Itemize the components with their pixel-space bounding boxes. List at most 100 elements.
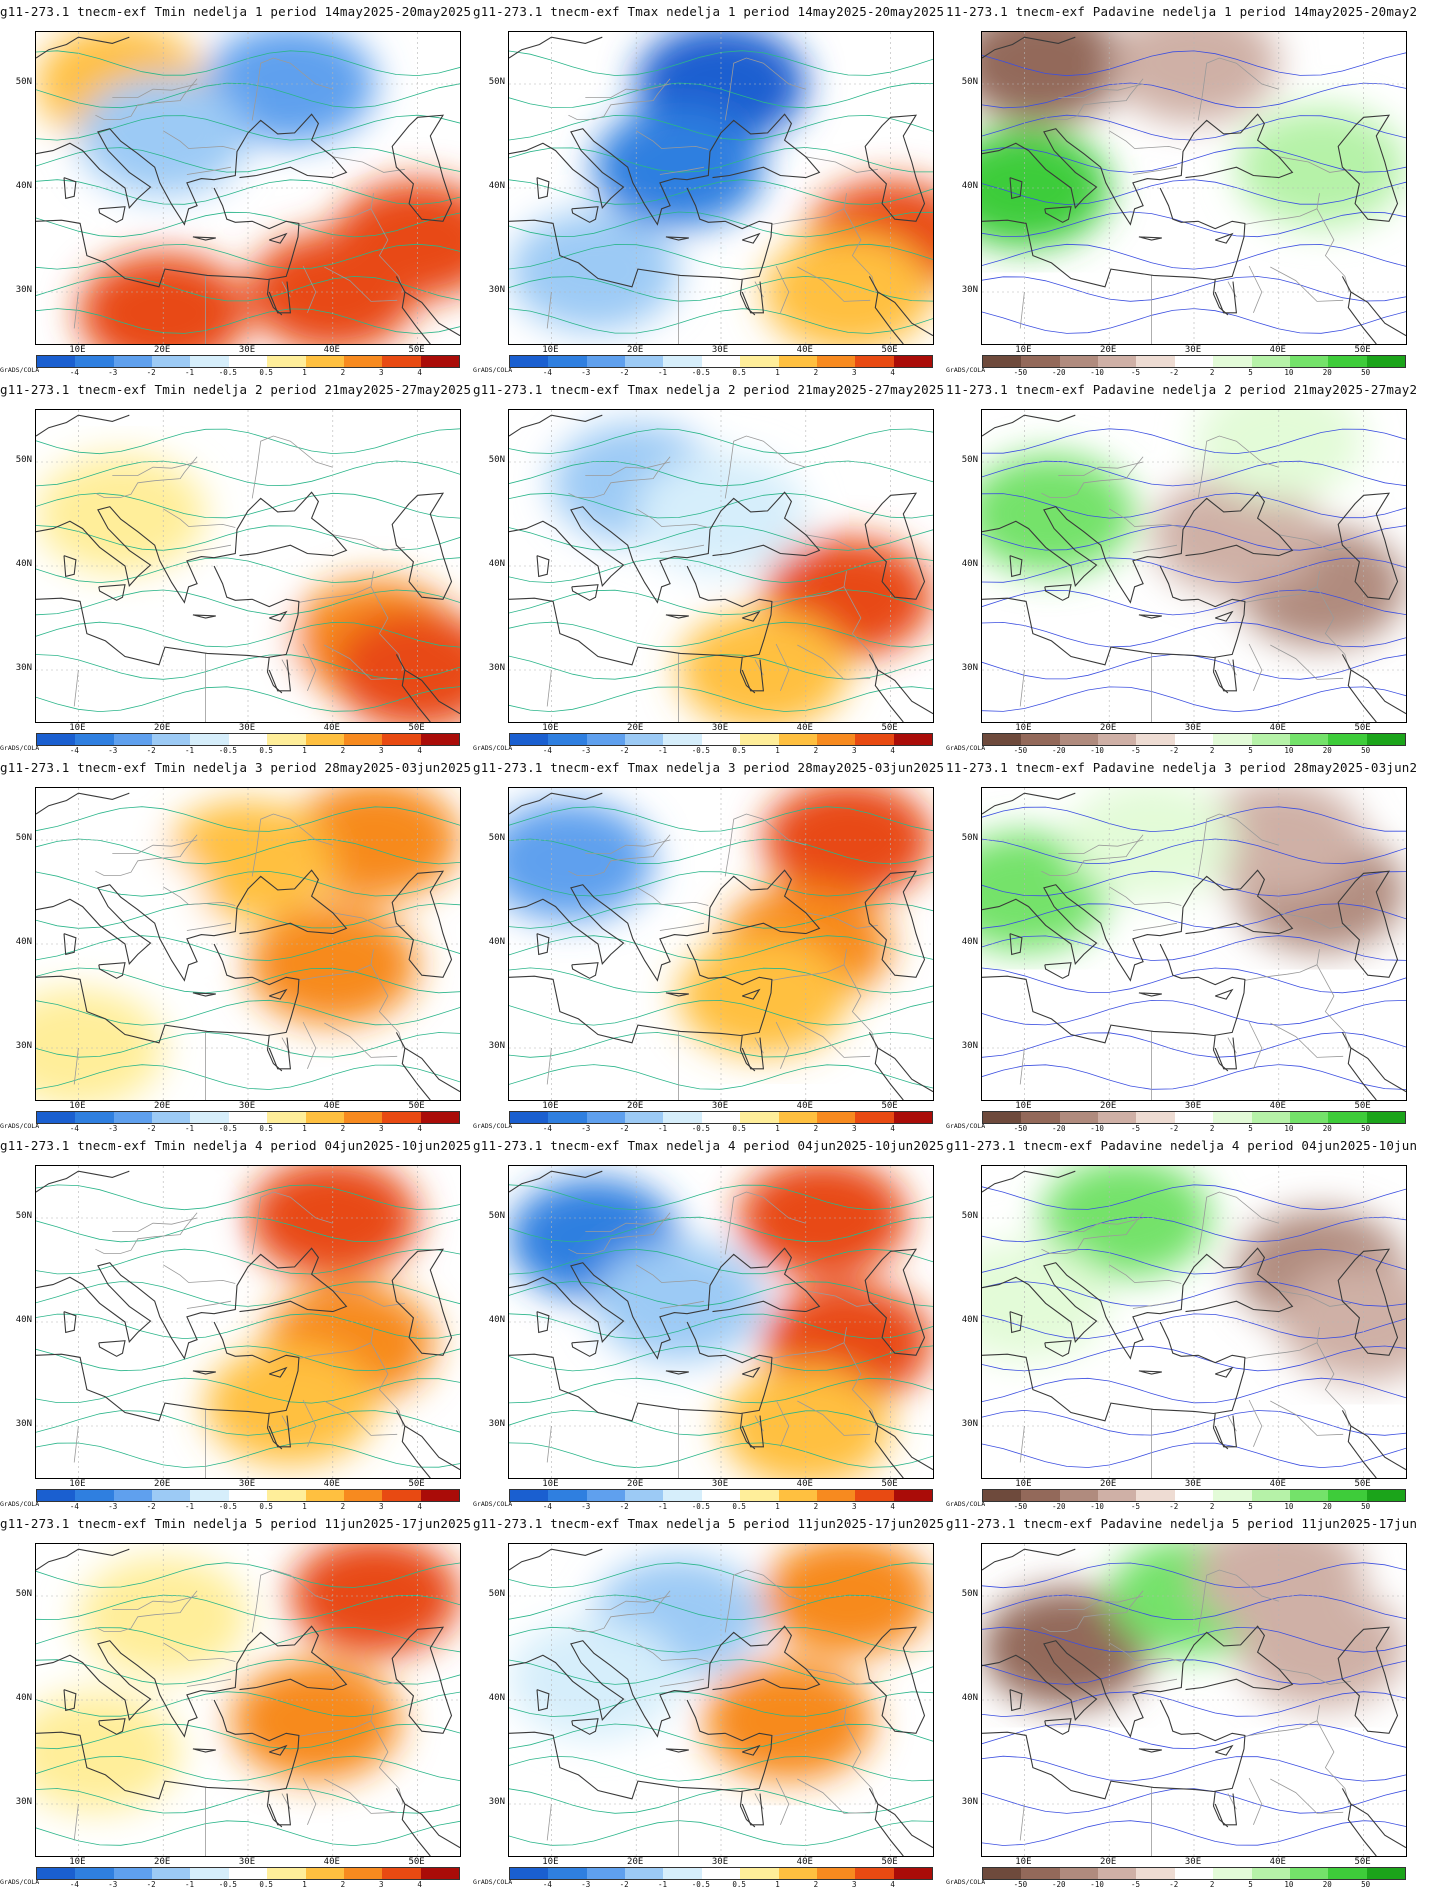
border-line (281, 1415, 291, 1432)
border-line (281, 659, 291, 676)
colorbar-swatch (586, 734, 626, 745)
border-line (1197, 57, 1279, 121)
contour-line (509, 589, 933, 616)
coastline (391, 1626, 453, 1734)
lon-label: 10E (1015, 1479, 1032, 1489)
coastline (665, 1748, 689, 1753)
map-panel-9: 11-273.1 tnecm-exf Padavine nedelja 3 pe… (946, 760, 1416, 1138)
border-line (805, 1290, 878, 1307)
border-line (724, 57, 806, 121)
colorbar-swatch (305, 1112, 344, 1123)
border-line (1244, 571, 1320, 603)
border-line (843, 1342, 877, 1427)
colorbar-label: -3 (108, 1502, 118, 1511)
lon-label: 40E (796, 723, 813, 733)
coastline (1337, 1248, 1399, 1356)
grads-credit: GrADS/COLA (0, 366, 40, 374)
border-line (1316, 1342, 1350, 1427)
map-frame (981, 787, 1407, 1101)
border-line (1270, 1022, 1344, 1058)
border-line (302, 1777, 317, 1825)
anomaly-blob (36, 842, 206, 963)
coastline (269, 1744, 288, 1756)
anomaly-blob (763, 788, 933, 900)
colorbar-label: -4 (542, 1880, 552, 1889)
colorbar-swatch (663, 1868, 702, 1879)
coastline (1337, 870, 1399, 978)
lon-label: 40E (796, 1101, 813, 1111)
colorbar-swatch (1021, 1490, 1060, 1501)
grads-credit: GrADS/COLA (946, 1878, 986, 1886)
map-panel-8: g11-273.1 tnecm-exf Tmax nedelja 3 perio… (473, 760, 943, 1138)
colorbar-label: 2 (340, 368, 346, 377)
contour-line (509, 1031, 933, 1058)
lon-label: 10E (69, 723, 86, 733)
colorbar-swatch (305, 734, 344, 745)
colorbar-label: -50 (1013, 1880, 1028, 1889)
contour-line (982, 935, 1406, 961)
colorbar-label: -5 (1130, 368, 1140, 377)
coastline (36, 1548, 130, 1571)
coastline (868, 1788, 879, 1805)
border-line (324, 266, 398, 302)
coastline (1138, 236, 1162, 241)
coastline (395, 654, 406, 671)
colorbar-swatch (190, 1112, 229, 1123)
contour-line (509, 1691, 933, 1717)
colorbar-label: 0.5 (259, 1124, 273, 1133)
colorbar (509, 733, 933, 746)
colorbar-swatch (778, 1112, 817, 1123)
grads-credit: GrADS/COLA (473, 1500, 513, 1508)
lon-label: 10E (542, 345, 559, 355)
colorbar-label: -5 (1130, 1502, 1140, 1511)
coastline (665, 1370, 689, 1375)
colorbar-label: 2 (340, 1502, 346, 1511)
border-line (775, 643, 790, 691)
border-line (754, 1037, 764, 1054)
colorbar-swatch (267, 734, 306, 745)
coastline (868, 1410, 879, 1427)
contour-line (509, 179, 933, 205)
colorbar (982, 1489, 1406, 1502)
coastline (864, 1248, 926, 1356)
coastline (571, 1340, 599, 1357)
colorbar-swatch (75, 1868, 114, 1879)
border-line (1248, 1777, 1263, 1825)
coastline (536, 177, 550, 200)
coastline (742, 232, 761, 244)
coastline (1138, 1748, 1162, 1753)
panel-title: g11-273.1 tnecm-exf Tmin nedelja 2 perio… (0, 382, 470, 397)
coastline (1341, 276, 1352, 293)
colorbar-swatch (113, 1868, 153, 1879)
lat-label: 40N (15, 559, 32, 569)
border-line (370, 586, 404, 671)
colorbar-label: 5 (1248, 1880, 1253, 1889)
coastline (1215, 1366, 1234, 1378)
lat-label: 50N (15, 1211, 32, 1221)
colorbar-swatch (1213, 1868, 1252, 1879)
colorbar (509, 1111, 933, 1124)
coastline (36, 414, 130, 437)
anomaly-map (509, 1166, 933, 1478)
colorbar-swatch (228, 1868, 268, 1879)
colorbar-swatch (1098, 356, 1137, 367)
coastline (982, 113, 1294, 226)
contour-line (982, 1755, 1406, 1782)
border-line (73, 669, 79, 707)
anomaly-map (36, 1166, 460, 1478)
lon-label: 20E (627, 1101, 644, 1111)
coastline (509, 1625, 821, 1738)
border-line (568, 456, 671, 498)
lat-label: 30N (15, 1797, 32, 1807)
coastline (63, 555, 77, 578)
contour-line (982, 524, 1406, 551)
contour-line (36, 492, 460, 519)
colorbar-label: 2 (1209, 368, 1215, 377)
border-line (1270, 644, 1344, 680)
colorbar-label: -10 (1090, 1880, 1104, 1889)
colorbar-label: -2 (1169, 1502, 1179, 1511)
colorbar-swatch (37, 356, 76, 367)
lon-label: 40E (323, 345, 340, 355)
coastline (1214, 1037, 1238, 1070)
map-panel-11: g11-273.1 tnecm-exf Tmax nedelja 4 perio… (473, 1138, 943, 1516)
